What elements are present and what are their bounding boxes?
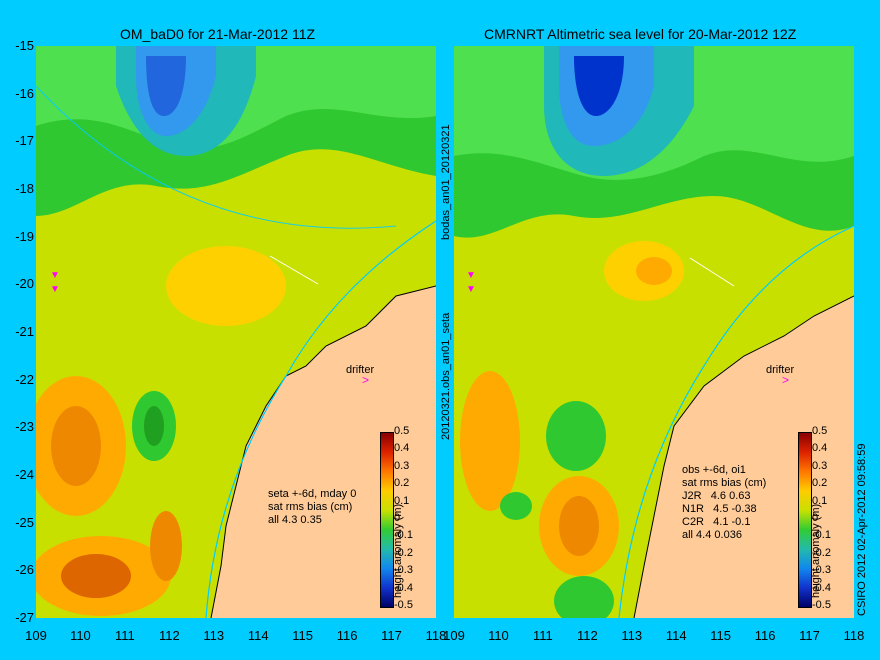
left-map-canvas: ▼ ▼ >: [36, 46, 436, 618]
colorbar-tick-left: -0.3: [394, 564, 413, 577]
y-tick-label: -26: [15, 562, 34, 578]
credit-label: CSIRO 2012 02-Apr-2012 09:58:59: [856, 443, 868, 616]
y-tick-label: -23: [15, 419, 34, 435]
colorbar-tick-right: 0.4: [812, 442, 828, 455]
right-panel-title: CMRNRT Altimetric sea level for 20-Mar-2…: [484, 26, 797, 42]
left-map: ▼ ▼ > drifter seta +-6d, mday 0 sat rms …: [36, 46, 436, 618]
colorbar-label-right: height anomaly (m): [810, 503, 822, 598]
x-tick-label-left: 114: [247, 628, 269, 643]
y-tick-label: -16: [15, 85, 34, 101]
right-note-line-1: obs +-6d, oi1: [682, 464, 746, 476]
right-note-line-5: C2R 4.1 -0.1: [682, 516, 751, 528]
colorbar-tick-left: 0.5: [394, 425, 410, 437]
right-colorbar: [798, 432, 812, 608]
x-tick-label-left: 115: [292, 628, 314, 643]
right-note-line-4: N1R 4.5 -0.38: [682, 503, 757, 515]
left-drifter-label: drifter: [346, 364, 375, 376]
right-map-canvas: ▼ ▼ >: [454, 46, 854, 618]
colorbar-label-left: height anomaly (m): [392, 503, 404, 598]
x-tick-label-left: 112: [158, 628, 180, 643]
svg-text:▼: ▼: [466, 270, 476, 281]
x-tick-label-right: 109: [443, 628, 465, 643]
svg-text:▼: ▼: [50, 270, 60, 281]
colorbar-tick-right: -0.2: [812, 546, 831, 559]
colorbar-tick-left: -0.2: [394, 546, 413, 559]
middle-label-bottom: 20120321.obs_an01_seta: [440, 312, 452, 440]
colorbar-tick-left: 0.4: [394, 442, 410, 455]
y-tick-label: -22: [15, 371, 34, 387]
x-tick-label-right: 115: [710, 628, 732, 643]
x-tick-label-left: 110: [70, 628, 91, 643]
y-tick-label: -19: [15, 228, 34, 244]
y-tick-label: -24: [15, 467, 34, 482]
x-tick-label-left: 116: [336, 628, 358, 643]
y-tick-label: -18: [15, 181, 34, 196]
colorbar-tick-left: -0.5: [394, 599, 413, 611]
x-tick-label-right: 114: [665, 628, 687, 643]
x-tick-label-right: 110: [488, 628, 509, 643]
x-tick-label-left: 117: [381, 628, 402, 643]
colorbar-tick-right: -0.1: [812, 529, 831, 542]
svg-text:>: >: [362, 373, 369, 387]
x-tick-label-right: 112: [576, 628, 598, 643]
colorbar-tick-right: 0: [812, 512, 819, 524]
svg-text:>: >: [782, 373, 789, 387]
x-tick-label-right: 111: [532, 628, 553, 643]
y-tick-label: -21: [15, 324, 34, 339]
y-tick-label: -27: [15, 610, 34, 625]
right-drifter-label: drifter: [766, 364, 795, 376]
colorbar-tick-right: -0.5: [812, 599, 831, 611]
x-tick-label-left: 111: [114, 628, 135, 643]
x-tick-label-right: 117: [799, 628, 820, 643]
y-tick-label: -15: [15, 38, 34, 53]
svg-text:▼: ▼: [466, 284, 476, 295]
right-stats-note: obs +-6d, oi1 sat rms bias (cm) J2R 4.6 …: [682, 464, 766, 542]
colorbar-tick-left: 0: [394, 512, 401, 524]
colorbar-tick-right: 0.2: [812, 477, 828, 490]
x-tick-label-left: 109: [25, 628, 47, 643]
x-tick-label-right: 113: [621, 628, 643, 643]
x-tick-label-left: 118: [425, 628, 447, 643]
left-note-line-2: sat rms bias (cm): [268, 501, 353, 513]
left-note-line-1: seta +-6d, mday 0: [268, 488, 357, 500]
colorbar-tick-right: 0.3: [812, 459, 828, 472]
right-note-line-2: sat rms bias (cm): [682, 477, 767, 489]
y-tick-label: -20: [15, 276, 34, 292]
middle-label-top: bodas_an01_20120321: [440, 124, 452, 240]
right-note-line-6: all 4.4 0.036: [682, 529, 742, 541]
colorbar-tick-left: -0.1: [394, 529, 413, 542]
left-note-line-3: all 4.3 0.35: [268, 514, 322, 526]
colorbar-tick-right: -0.4: [812, 581, 831, 594]
colorbar-tick-left: 0.3: [394, 459, 410, 472]
colorbar-tick-left: -0.4: [394, 581, 413, 594]
left-colorbar: [380, 432, 394, 608]
y-tick-label: -17: [15, 133, 34, 149]
right-note-line-3: J2R 4.6 0.63: [682, 490, 751, 502]
colorbar-tick-left: 0.1: [394, 494, 410, 507]
colorbar-tick-left: 0.2: [394, 477, 410, 490]
x-tick-label-right: 116: [754, 628, 776, 643]
x-tick-label-right: 118: [843, 628, 865, 643]
svg-text:▼: ▼: [50, 284, 60, 295]
left-panel-title: OM_baD0 for 21-Mar-2012 11Z: [120, 26, 316, 42]
x-tick-label-left: 113: [203, 628, 225, 643]
right-map: ▼ ▼ > drifter obs +-6d, oi1 sat rms bias…: [454, 46, 854, 618]
left-stats-note: seta +-6d, mday 0 sat rms bias (cm) all …: [268, 488, 356, 527]
colorbar-tick-right: 0.5: [812, 425, 828, 437]
colorbar-tick-right: 0.1: [812, 494, 828, 507]
y-tick-label: -25: [15, 514, 34, 530]
colorbar-tick-right: -0.3: [812, 564, 831, 577]
land-area: [211, 286, 436, 618]
